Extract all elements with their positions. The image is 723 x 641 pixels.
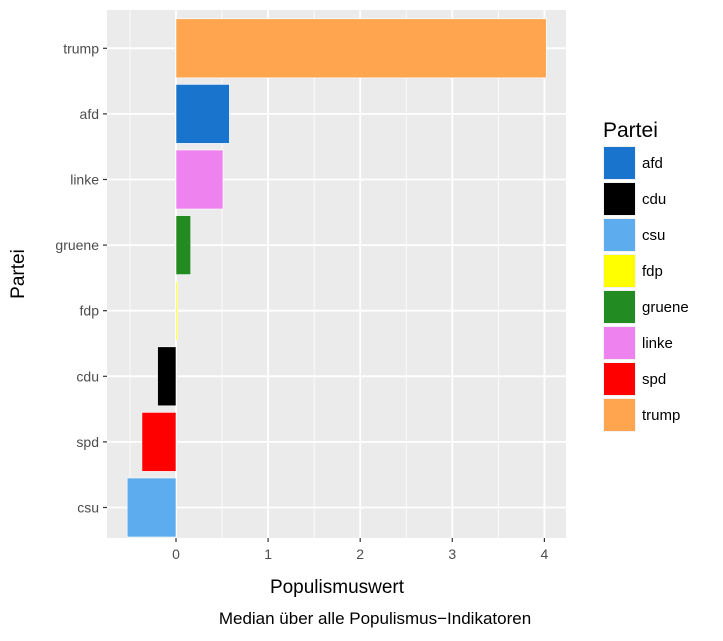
bar-linke	[175, 149, 224, 210]
legend-label-csu: csu	[642, 227, 665, 244]
bars	[126, 18, 547, 538]
legend-swatch-gruene	[604, 291, 635, 323]
y-tick-label-linke: linke	[70, 172, 99, 188]
y-tick-label-csu: csu	[77, 500, 99, 516]
x-tick-label: 4	[541, 546, 549, 562]
y-tick-label-fdp: fdp	[80, 303, 100, 319]
bar-afd	[175, 84, 230, 144]
x-axis: 0 1 2 3 4	[172, 538, 549, 562]
legend-label-trump: trump	[642, 407, 680, 424]
bar-spd	[141, 412, 177, 472]
legend-swatch-trump	[604, 399, 635, 431]
x-tick-label: 1	[264, 546, 272, 562]
legend-swatch-csu	[604, 219, 635, 251]
y-axis-title: Partei	[8, 249, 29, 299]
bar-cdu	[157, 346, 177, 407]
legend-swatch-afd	[604, 147, 635, 179]
x-tick-label: 0	[172, 546, 180, 562]
bar-trump	[175, 18, 547, 79]
y-tick-label-afd: afd	[80, 106, 99, 122]
legend: Partei afd cdu csu fdp gruene linke spd trump	[603, 119, 689, 432]
y-axis: trump afd linke gruene fdp cdu spd csu	[55, 40, 107, 516]
legend-swatch-cdu	[604, 183, 635, 215]
bar-csu	[126, 477, 177, 538]
y-tick-label-spd: spd	[76, 434, 99, 450]
caption: Median über alle Populismus−Indikatoren	[219, 609, 531, 628]
y-tick-label-gruene: gruene	[55, 237, 99, 253]
legend-label-fdp: fdp	[642, 263, 663, 280]
legend-swatch-linke	[604, 327, 635, 359]
bar-gruene	[175, 215, 192, 275]
y-tick-label-cdu: cdu	[76, 368, 99, 384]
bar-fdp	[175, 280, 178, 341]
legend-label-linke: linke	[642, 335, 673, 352]
legend-label-afd: afd	[642, 155, 663, 172]
x-axis-title: Populismuswert	[270, 577, 405, 598]
legend-label-gruene: gruene	[642, 299, 689, 316]
x-tick-label: 2	[356, 546, 364, 562]
legend-swatch-spd	[604, 363, 635, 395]
legend-label-cdu: cdu	[642, 191, 666, 208]
legend-title: Partei	[603, 119, 658, 142]
legend-swatch-fdp	[604, 255, 635, 287]
x-tick-label: 3	[448, 546, 456, 562]
legend-label-spd: spd	[642, 371, 666, 388]
y-tick-label-trump: trump	[63, 40, 99, 56]
